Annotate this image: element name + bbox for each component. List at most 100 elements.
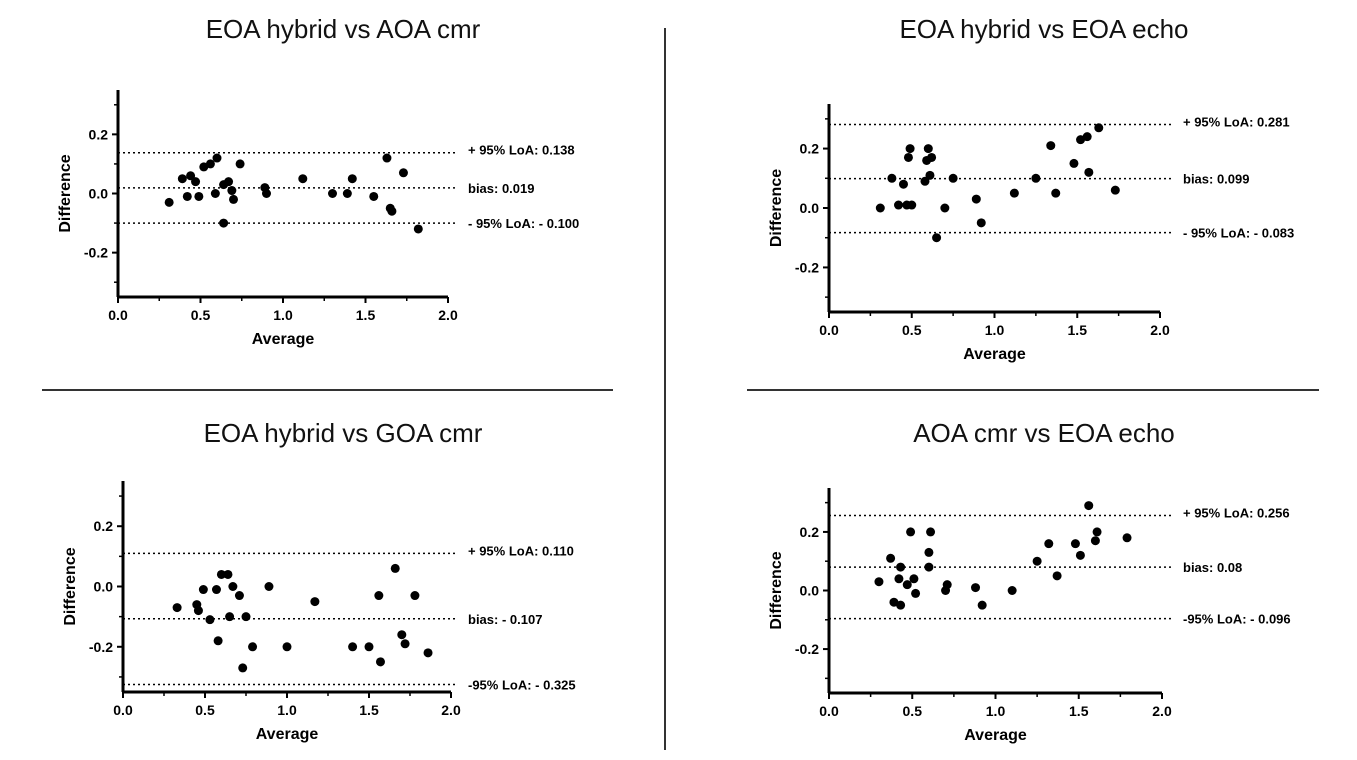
y-axis-title-2: Difference <box>768 169 785 247</box>
data-point-1-4 <box>186 171 196 181</box>
data-point-2-23 <box>1069 158 1079 168</box>
data-point-1-3 <box>182 191 192 201</box>
data-point-2-17 <box>971 194 981 204</box>
reference-label-2-2: bias: 0.099 <box>1183 172 1250 187</box>
data-point-4-26 <box>1092 527 1102 537</box>
data-point-2-2 <box>887 173 897 183</box>
x-tick-label-4: 1.0 <box>986 703 1006 719</box>
data-point-2-15 <box>940 203 950 213</box>
x-tick-label-2: 0.5 <box>902 322 922 338</box>
x-tick-label-2: 1.0 <box>985 322 1005 338</box>
data-point-2-25 <box>1082 132 1092 142</box>
data-point-1-1 <box>164 197 174 207</box>
data-point-1-14 <box>227 186 237 196</box>
data-point-1-2 <box>177 174 187 184</box>
data-point-3-4 <box>198 585 208 595</box>
data-point-1-19 <box>298 174 308 184</box>
reference-label-1-3: - 95% LoA: - 0.100 <box>468 216 579 231</box>
reference-label-4-2: bias: 0.08 <box>1183 560 1242 575</box>
y-tick-label-2: -0.2 <box>795 259 819 275</box>
data-point-4-12 <box>924 547 934 557</box>
data-point-4-19 <box>1032 556 1042 566</box>
data-point-2-21 <box>1046 141 1056 151</box>
x-tick-label-2: 2.0 <box>1150 322 1170 338</box>
data-point-4-15 <box>942 580 952 590</box>
y-tick-label-2: 0.0 <box>800 200 820 216</box>
data-point-1-9 <box>210 189 220 198</box>
data-point-3-12 <box>234 591 244 601</box>
data-point-3-11 <box>228 582 238 591</box>
panel-title-4: AOA cmr vs EOA echo <box>913 418 1175 448</box>
data-point-1-28 <box>413 224 423 234</box>
data-point-4-9 <box>909 574 919 584</box>
data-point-2-20 <box>1031 173 1041 183</box>
data-point-3-8 <box>216 569 226 579</box>
data-point-2-16 <box>948 173 958 183</box>
data-point-2-9 <box>920 176 930 186</box>
data-point-1-26 <box>387 206 397 216</box>
y-tick-label-4: -0.2 <box>795 641 819 657</box>
y-axis-title-4: Difference <box>768 551 785 629</box>
data-point-2-12 <box>925 170 935 180</box>
data-point-3-26 <box>410 591 420 601</box>
y-axis-title-3: Difference <box>62 547 79 625</box>
data-point-3-3 <box>193 606 203 616</box>
y-tick-label-3: 0.0 <box>94 579 114 595</box>
data-point-2-7 <box>905 144 915 154</box>
data-point-3-23 <box>390 563 400 573</box>
data-point-3-7 <box>213 636 223 646</box>
data-point-2-26 <box>1084 167 1094 177</box>
data-point-3-16 <box>264 582 274 591</box>
x-tick-label-1: 0.5 <box>191 307 211 323</box>
data-point-4-13 <box>926 527 936 537</box>
x-tick-label-1: 2.0 <box>438 307 458 323</box>
y-tick-label-2: 0.2 <box>800 141 820 157</box>
data-point-3-25 <box>400 639 410 649</box>
data-point-4-27 <box>1122 533 1132 543</box>
data-point-2-6 <box>903 152 913 162</box>
x-axis-title-4: Average <box>964 727 1027 744</box>
data-point-3-21 <box>374 591 384 601</box>
data-point-3-17 <box>282 642 292 652</box>
data-point-4-4 <box>894 574 904 584</box>
x-tick-label-1: 1.0 <box>273 307 293 323</box>
reference-label-2-1: + 95% LoA: 0.281 <box>1183 115 1290 130</box>
reference-label-4-1: + 95% LoA: 0.256 <box>1183 506 1290 521</box>
data-point-3-14 <box>241 612 251 622</box>
data-point-2-8 <box>907 200 917 210</box>
data-point-1-18 <box>262 189 271 198</box>
data-point-1-10 <box>212 153 222 163</box>
data-point-1-15 <box>229 194 238 204</box>
data-point-1-16 <box>235 159 245 169</box>
x-axis-title-2: Average <box>963 346 1026 363</box>
panel-title-2: EOA hybrid vs EOA echo <box>899 14 1189 44</box>
data-point-4-22 <box>1070 539 1080 549</box>
data-point-4-23 <box>1075 550 1085 560</box>
data-point-3-6 <box>211 585 221 595</box>
data-point-1-13 <box>224 177 234 187</box>
data-point-2-14 <box>932 233 942 243</box>
data-point-4-25 <box>1090 536 1100 546</box>
reference-label-3-2: bias: - 0.107 <box>468 612 542 627</box>
data-point-2-22 <box>1051 188 1061 198</box>
x-tick-label-4: 2.0 <box>1152 703 1172 719</box>
data-point-1-24 <box>382 153 392 163</box>
data-point-3-15 <box>248 642 258 652</box>
data-point-3-9 <box>223 569 233 579</box>
data-point-3-27 <box>423 648 433 658</box>
data-point-1-8 <box>205 159 215 169</box>
data-point-1-21 <box>342 189 352 198</box>
data-point-2-1 <box>875 203 885 213</box>
x-tick-label-3: 2.0 <box>441 702 461 718</box>
x-axis-title-1: Average <box>252 331 315 348</box>
data-point-1-22 <box>347 174 357 184</box>
data-point-4-17 <box>977 600 987 610</box>
x-tick-label-3: 0.0 <box>113 702 133 718</box>
data-point-4-11 <box>924 562 934 572</box>
x-tick-label-4: 0.0 <box>819 703 839 719</box>
data-point-1-5 <box>191 177 201 187</box>
data-point-4-24 <box>1084 501 1094 511</box>
data-point-2-4 <box>898 179 908 189</box>
reference-label-3-1: + 95% LoA: 0.110 <box>468 543 574 558</box>
